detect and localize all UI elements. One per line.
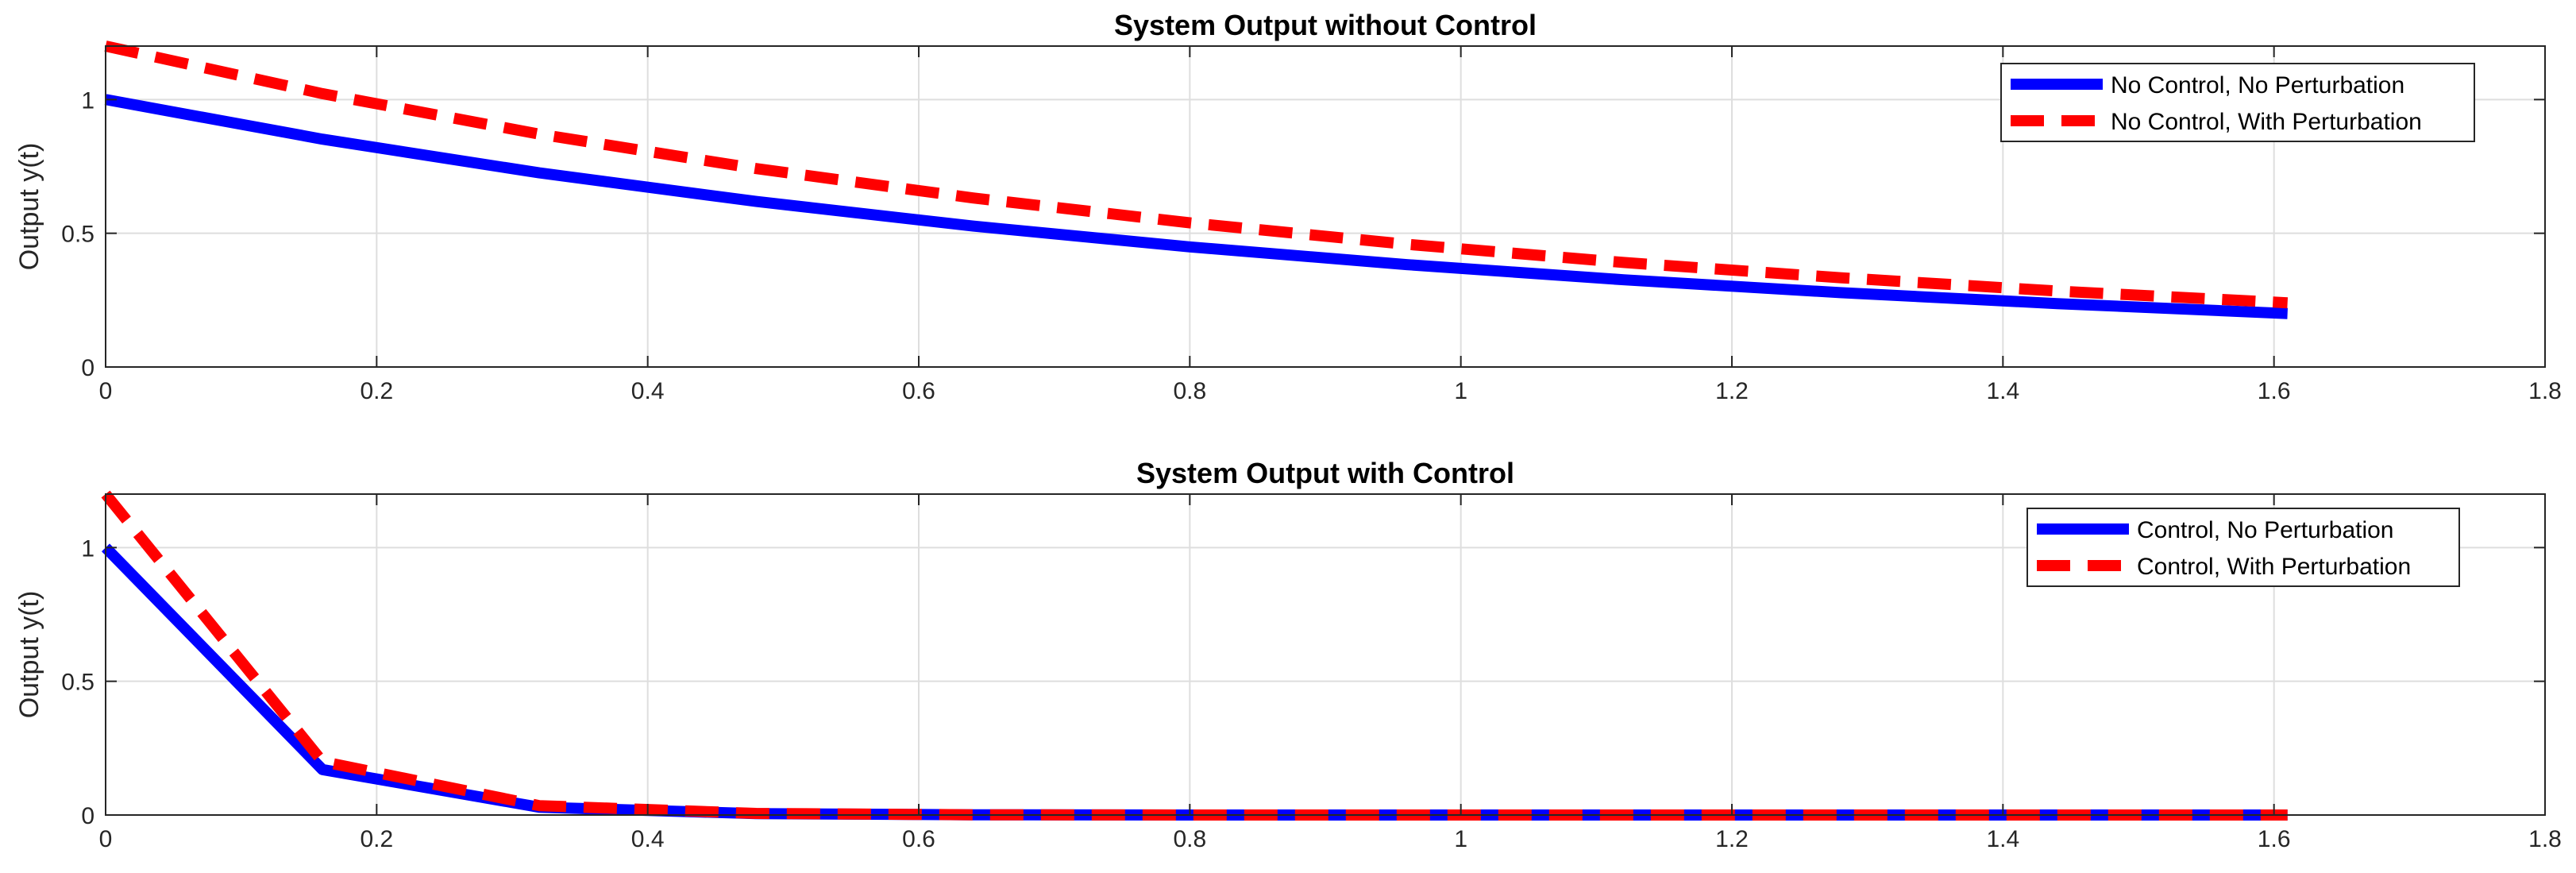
legend-box <box>2026 508 2460 587</box>
series-line-2 <box>104 41 2289 309</box>
x-tick-label: 0.6 <box>902 826 935 852</box>
series-line-2 <box>101 490 2288 821</box>
x-tick-label: 1.4 <box>1986 826 2019 852</box>
y-tick-label: 0 <box>81 355 94 381</box>
x-tick-label: 0.8 <box>1173 378 1206 404</box>
legend-box <box>2000 63 2475 142</box>
subplot-1: 0 0.2 0.4 0.6 0.8 1 1.2 1.4 1.6 1.8 0 0.5 1 System Ou… <box>14 9 2562 404</box>
legend: No Control, No Perturbation No Control, W… <box>2000 63 2475 142</box>
axes-box <box>105 45 2546 368</box>
chart-title: System Output with Control <box>1136 457 1514 489</box>
x-tick-label: 1.4 <box>1986 378 2019 404</box>
legend-label: No Control, With Perturbation <box>2111 109 2422 135</box>
legend-label: No Control, No Perturbation <box>2111 72 2404 99</box>
x-tick-label: 0.2 <box>360 378 393 404</box>
y-tick-label: 1 <box>81 87 94 114</box>
legend: Control, No Perturbation Control, With Pe… <box>2026 508 2460 587</box>
x-tick-label: 0.8 <box>1173 826 1206 852</box>
x-tick-label: 0.2 <box>360 826 393 852</box>
x-tick-label: 0 <box>99 826 113 852</box>
legend-label: Control, With Perturbation <box>2137 554 2411 580</box>
y-axis-label: Output y(t) <box>14 143 44 271</box>
x-tick-label: 0 <box>99 378 113 404</box>
x-tick-label: 1.8 <box>2528 378 2562 404</box>
x-tick-label: 1 <box>1454 826 1467 852</box>
x-tick-label: 1.6 <box>2258 378 2291 404</box>
y-tick-label: 0.5 <box>61 670 94 696</box>
y-axis-label: Output y(t) <box>14 591 44 719</box>
y-tick-label: 0.5 <box>61 222 94 248</box>
x-tick-label: 1.2 <box>1715 826 1749 852</box>
legend-label: Control, No Perturbation <box>2137 517 2394 543</box>
y-tick-label: 0 <box>81 803 94 829</box>
y-tick-label: 1 <box>81 535 94 562</box>
x-tick-label: 1 <box>1454 378 1467 404</box>
series-line-1 <box>104 94 2289 319</box>
x-tick-label: 1.6 <box>2258 826 2291 852</box>
subplot-2: 0 0.2 0.4 0.6 0.8 1 1.2 1.4 1.6 1.8 0 0.5 1 System Ou… <box>14 457 2562 852</box>
x-tick-label: 1.8 <box>2528 826 2562 852</box>
x-tick-label: 0.6 <box>902 378 935 404</box>
axes-box <box>105 493 2546 816</box>
x-tick-label: 1.2 <box>1715 378 1749 404</box>
x-tick-label: 0.4 <box>631 378 665 404</box>
chart-title: System Output without Control <box>1114 9 1537 41</box>
x-tick-label: 0.4 <box>631 826 665 852</box>
